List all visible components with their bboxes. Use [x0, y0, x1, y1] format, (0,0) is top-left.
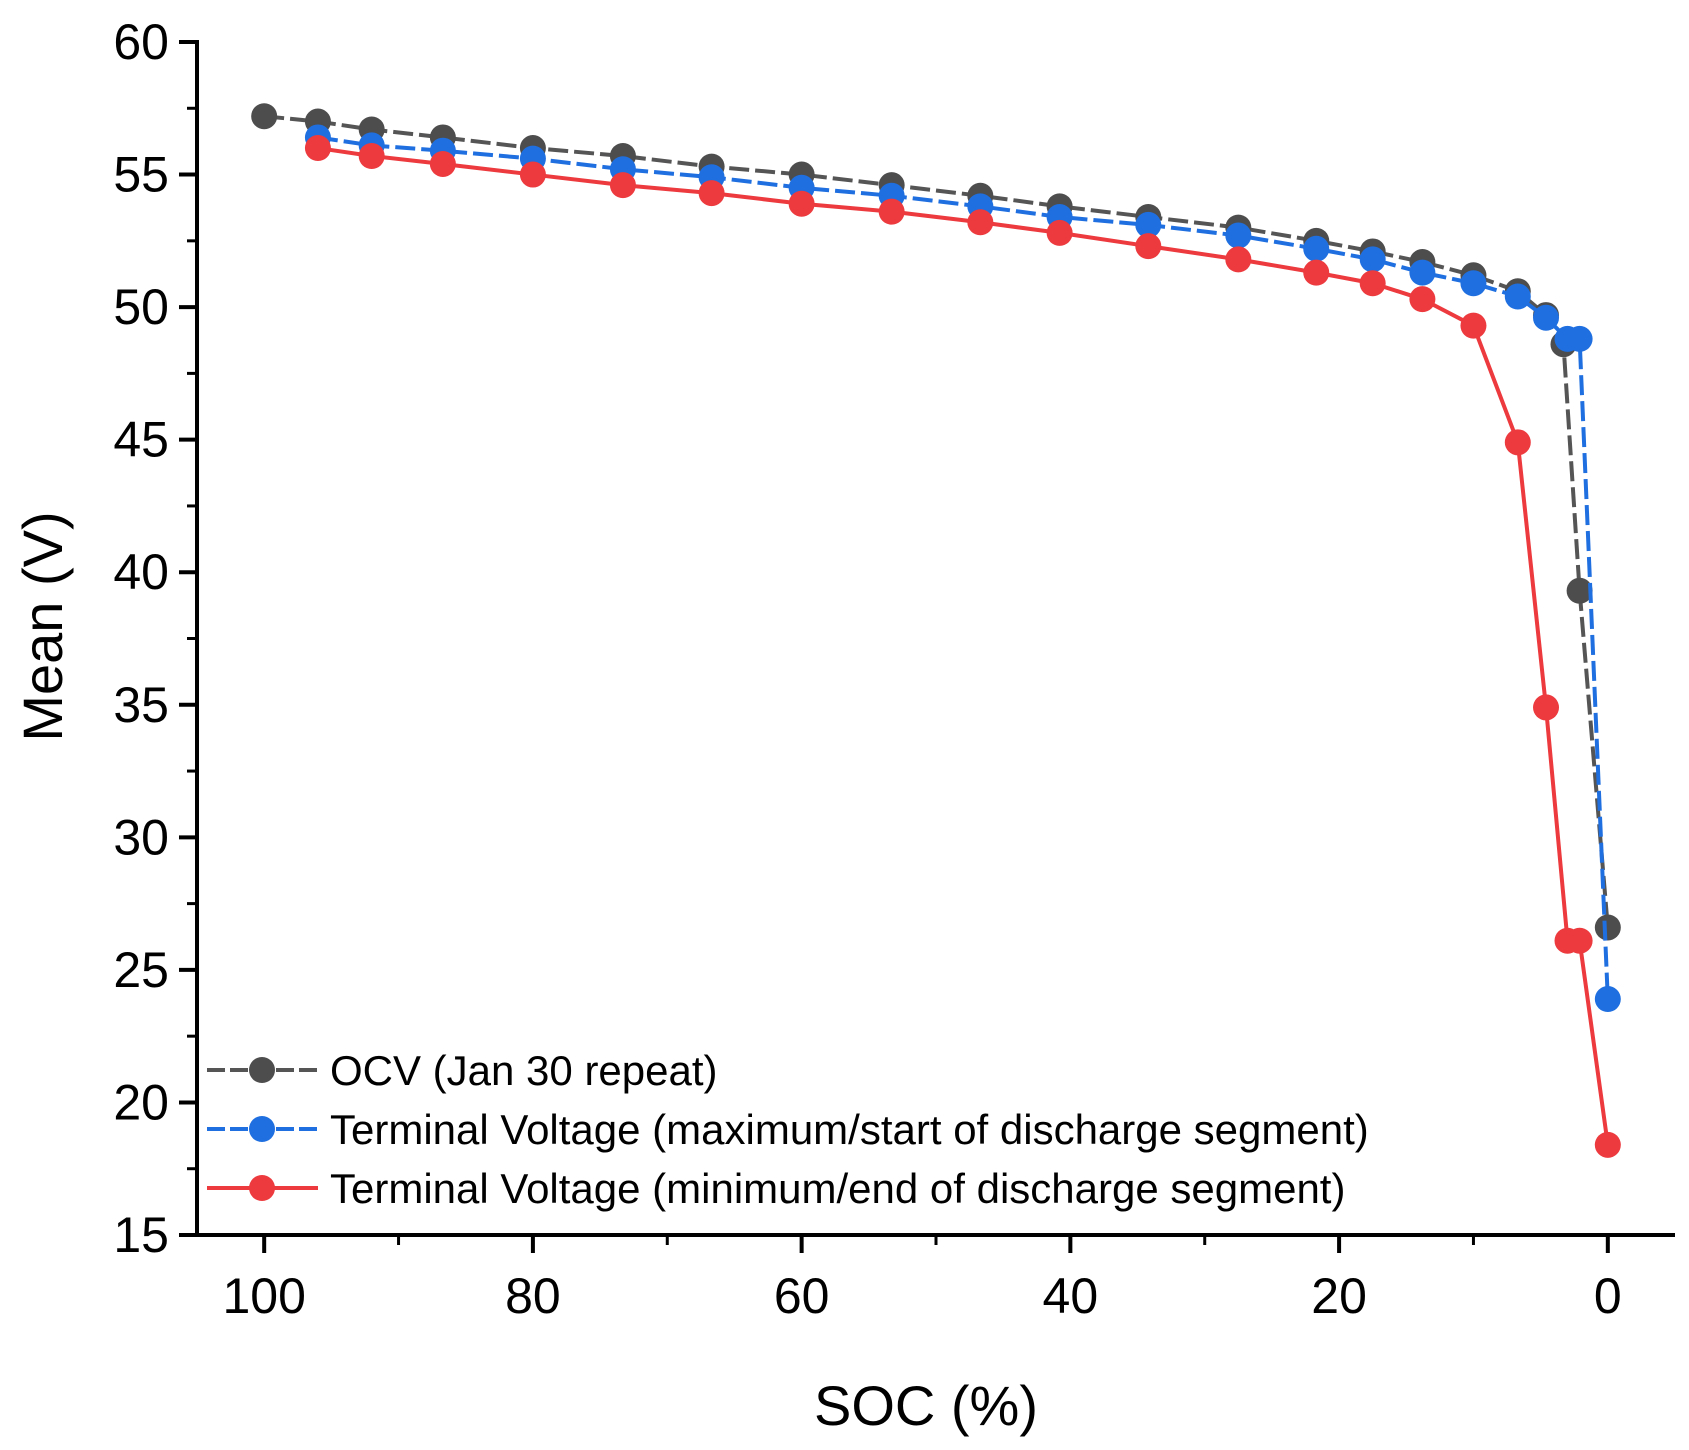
data-point — [429, 150, 456, 177]
legend-marker — [249, 1116, 275, 1142]
y-tick-label: 45 — [113, 412, 169, 468]
x-tick-label: 80 — [505, 1268, 561, 1324]
x-tick-label: 60 — [774, 1268, 830, 1324]
y-tick-label: 35 — [113, 677, 169, 733]
x-tick-label: 0 — [1594, 1268, 1622, 1324]
data-point — [1303, 259, 1330, 286]
data-point — [1409, 259, 1436, 286]
series-1 — [251, 103, 1621, 941]
x-tick-label: 100 — [222, 1268, 305, 1324]
legend-label: Terminal Voltage (maximum/start of disch… — [330, 1106, 1369, 1153]
y-tick-label: 20 — [113, 1074, 169, 1130]
data-point — [1533, 694, 1560, 721]
y-tick-label: 30 — [113, 809, 169, 865]
data-point — [251, 103, 278, 130]
legend: OCV (Jan 30 repeat) Terminal Voltage (max… — [207, 1047, 1369, 1212]
y-tick-label: 60 — [113, 14, 169, 70]
legend-item-3: Terminal Voltage (minimum/end of dischar… — [207, 1165, 1345, 1212]
data-point — [1566, 325, 1593, 352]
data-point — [358, 142, 385, 169]
data-point — [1504, 429, 1531, 456]
series-layer — [251, 103, 1621, 1158]
legend-label: Terminal Voltage (minimum/end of dischar… — [330, 1165, 1345, 1212]
data-point — [878, 198, 905, 225]
data-point — [1460, 270, 1487, 297]
data-point — [1409, 286, 1436, 313]
data-point — [1303, 235, 1330, 262]
data-point — [967, 209, 994, 236]
data-point — [1046, 219, 1073, 246]
data-point — [1135, 211, 1162, 238]
data-point — [788, 190, 815, 217]
legend-item-2: Terminal Voltage (maximum/start of disch… — [207, 1106, 1369, 1153]
data-point — [1135, 233, 1162, 260]
data-point — [1566, 577, 1593, 604]
data-point — [1359, 246, 1386, 273]
data-point — [1594, 986, 1621, 1013]
y-tick-label: 15 — [113, 1207, 169, 1263]
data-point — [698, 180, 725, 207]
ticks: 15 20 25 30 35 40 45 50 55 60 100 80 60 40 20 0 — [113, 14, 1621, 1324]
data-point — [1225, 222, 1252, 249]
y-axis-title: Mean (V) — [11, 511, 74, 741]
data-point — [1460, 312, 1487, 339]
data-point — [1359, 270, 1386, 297]
data-point — [1504, 283, 1531, 310]
data-point — [1594, 914, 1621, 941]
x-axis-title: SOC (%) — [814, 1374, 1038, 1437]
y-tick-label: 40 — [113, 544, 169, 600]
data-point — [1566, 927, 1593, 954]
x-tick-label: 20 — [1311, 1268, 1367, 1324]
y-tick-label: 25 — [113, 942, 169, 998]
series-line — [263, 114, 1610, 928]
data-point — [304, 135, 331, 162]
data-point — [1533, 304, 1560, 331]
legend-label: OCV (Jan 30 repeat) — [330, 1047, 718, 1094]
legend-item-1: OCV (Jan 30 repeat) — [207, 1047, 718, 1094]
data-point — [609, 172, 636, 199]
legend-marker — [249, 1057, 275, 1083]
legend-marker — [249, 1175, 275, 1201]
y-tick-label: 55 — [113, 147, 169, 203]
data-point — [1225, 246, 1252, 273]
data-point — [519, 161, 546, 188]
series-3 — [304, 135, 1621, 1158]
y-tick-label: 50 — [113, 279, 169, 335]
x-tick-label: 40 — [1043, 1268, 1099, 1324]
data-point — [1594, 1131, 1621, 1158]
